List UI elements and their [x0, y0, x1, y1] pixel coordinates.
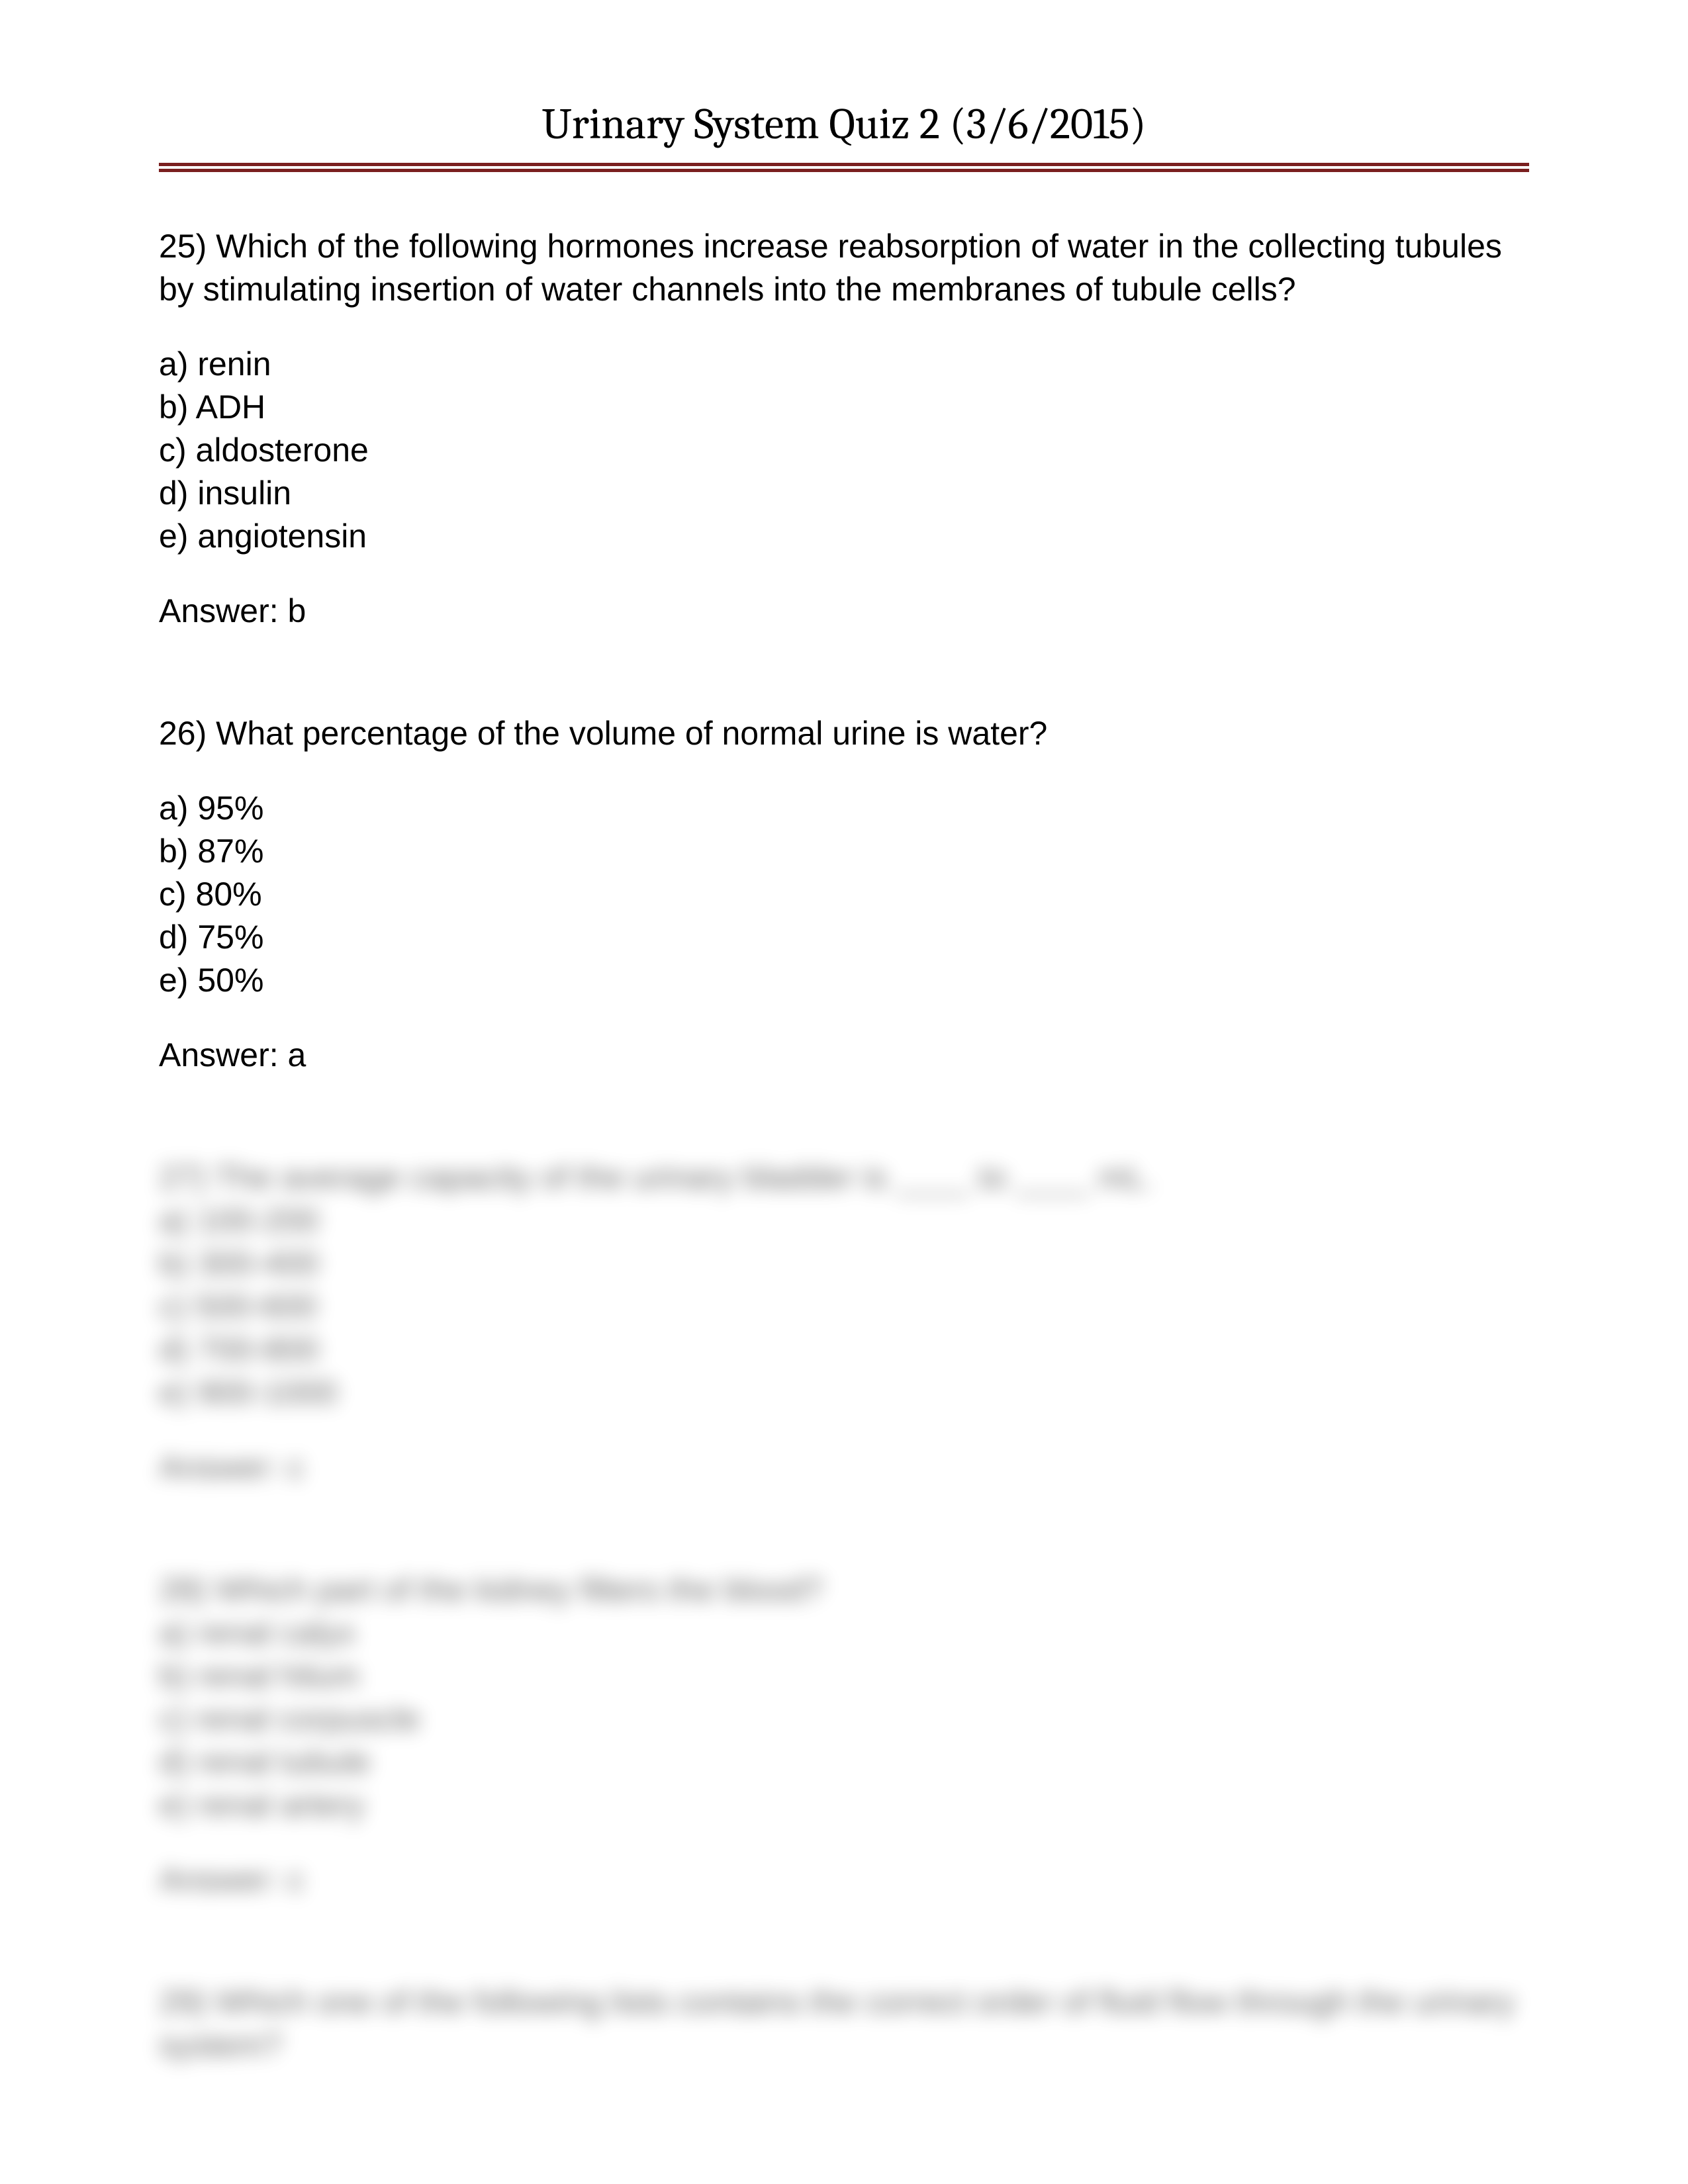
question-27-answer: Answer: c [159, 1446, 1529, 1489]
question-29-blurred: 29) Which one of the following lists con… [159, 1981, 1529, 2067]
question-27-option-c: c) 500-600 [159, 1285, 1529, 1328]
content-area: 25) Which of the following hormones incr… [159, 225, 1529, 2067]
question-25-option-e: e) angiotensin [159, 515, 1529, 558]
question-28-blurred: 28) Which part of the kidney filters the… [159, 1569, 1529, 1901]
question-27-prompt: 27) The average capacity of the urinary … [159, 1156, 1529, 1199]
question-28-option-d: d) renal tubule [159, 1741, 1529, 1784]
question-25-option-b: b) ADH [159, 386, 1529, 429]
question-27-option-d: d) 700-800 [159, 1328, 1529, 1371]
question-28-option-c: c) renal corpuscle [159, 1698, 1529, 1741]
question-27-option-a: a) 100-200 [159, 1199, 1529, 1242]
question-29-prompt: 29) Which one of the following lists con… [159, 1981, 1529, 2067]
question-27-option-e: e) 900-1000 [159, 1371, 1529, 1414]
question-25-prompt: 25) Which of the following hormones incr… [159, 225, 1529, 311]
question-26-option-b: b) 87% [159, 830, 1529, 873]
question-25: 25) Which of the following hormones incr… [159, 225, 1529, 633]
question-25-answer: Answer: b [159, 590, 1529, 633]
question-25-options: a) renin b) ADH c) aldosterone d) insuli… [159, 343, 1529, 558]
question-28-option-e: e) renal artery [159, 1784, 1529, 1827]
question-27-blurred: 27) The average capacity of the urinary … [159, 1156, 1529, 1489]
question-26-options: a) 95% b) 87% c) 80% d) 75% e) 50% [159, 787, 1529, 1002]
question-26-answer: Answer: a [159, 1034, 1529, 1077]
question-26-prompt: 26) What percentage of the volume of nor… [159, 712, 1529, 755]
question-26: 26) What percentage of the volume of nor… [159, 712, 1529, 1077]
page-title: Urinary System Quiz 2 (3/6/2015) [159, 99, 1529, 150]
question-28-options: a) renal calyx b) renal hilum c) renal c… [159, 1612, 1529, 1827]
question-25-option-d: d) insulin [159, 472, 1529, 515]
question-28-answer: Answer: c [159, 1858, 1529, 1901]
question-25-option-c: c) aldosterone [159, 429, 1529, 472]
question-28-prompt: 28) Which part of the kidney filters the… [159, 1569, 1529, 1612]
question-28-option-b: b) renal hilum [159, 1655, 1529, 1698]
question-26-option-c: c) 80% [159, 873, 1529, 916]
question-26-option-e: e) 50% [159, 959, 1529, 1002]
title-divider [159, 163, 1529, 172]
question-27-option-b: b) 300-400 [159, 1242, 1529, 1285]
question-27-options: a) 100-200 b) 300-400 c) 500-600 d) 700-… [159, 1199, 1529, 1414]
question-25-option-a: a) renin [159, 343, 1529, 386]
question-26-option-d: d) 75% [159, 916, 1529, 959]
question-26-option-a: a) 95% [159, 787, 1529, 830]
question-28-option-a: a) renal calyx [159, 1612, 1529, 1655]
